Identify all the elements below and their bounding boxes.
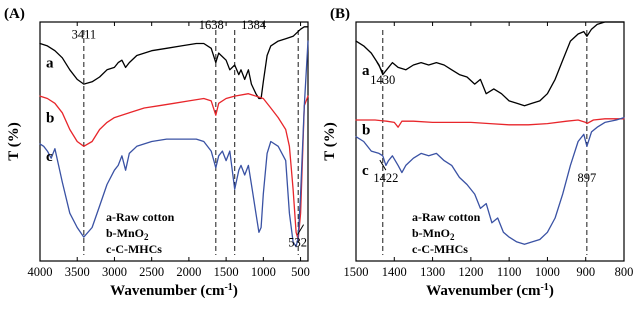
- series-c-line: [355, 116, 625, 245]
- annotation-arrow: [376, 61, 384, 73]
- x-tick-label: 1400: [382, 265, 407, 279]
- series-a-label: a: [46, 56, 54, 72]
- legend-entry: c-C-MHCs: [106, 242, 162, 256]
- x-tick-label: 1000: [535, 265, 560, 279]
- plot-frame: [355, 21, 625, 262]
- peak-annotation: 532: [288, 236, 307, 250]
- x-tick-label: 2000: [176, 265, 201, 279]
- x-tick-label: 1200: [458, 265, 483, 279]
- series-b-line: [355, 118, 625, 128]
- x-tick-label: 1100: [497, 265, 522, 279]
- series-b-line: [39, 93, 309, 241]
- annotation-arrow: [379, 159, 387, 171]
- peak-annotation: 3411: [72, 28, 97, 42]
- y-axis-label: T (%): [6, 122, 22, 160]
- x-tick-label: 1000: [251, 265, 276, 279]
- x-tick-label: 500: [291, 265, 310, 279]
- peak-annotation: 1638: [199, 18, 224, 32]
- x-tick-label: 4000: [28, 265, 53, 279]
- series-b-label: b: [362, 123, 370, 139]
- series-a-line: [355, 21, 625, 107]
- y-axis-label: T (%): [322, 122, 338, 160]
- legend-entry: b-MnO2: [412, 226, 455, 242]
- x-tick-label: 1500: [344, 265, 369, 279]
- x-tick-label: 800: [615, 265, 634, 279]
- peak-annotation: 1384: [241, 18, 267, 32]
- x-tick-label: 1300: [420, 265, 445, 279]
- x-tick-label: 1500: [214, 265, 239, 279]
- x-tick-label: 3000: [102, 265, 127, 279]
- legend-entry: c-C-MHCs: [412, 242, 468, 256]
- panel-b: (B) 1500 1400 1300 1200 1100 1000 900 800 Wavenum…: [322, 6, 633, 299]
- series-a-line: [39, 26, 309, 100]
- series-c-line: [39, 40, 309, 248]
- series-b-label: b: [46, 111, 54, 127]
- x-tick-label: 3500: [65, 265, 90, 279]
- x-axis-label: Wavenumber (cm-1): [426, 282, 554, 299]
- peak-annotation: 1422: [373, 171, 398, 185]
- legend-entry: b-MnO2: [106, 226, 149, 242]
- legend-entry: a-Raw cotton: [412, 210, 481, 224]
- panel-a: (A) 4000 3500 3000 2500 2000 1500 1000 500 Wavenu…: [4, 6, 310, 299]
- plot-frame: [39, 21, 309, 262]
- x-tick-label: 2500: [139, 265, 164, 279]
- x-axis-label: Wavenumber (cm-1): [110, 282, 238, 299]
- x-tick-label: 900: [576, 265, 595, 279]
- annotation-arrow: [297, 224, 305, 235]
- peak-annotation: 1430: [370, 73, 395, 87]
- series-c-label: c: [362, 163, 369, 179]
- peak-annotation: 897: [577, 171, 596, 185]
- series-a-label: a: [362, 63, 370, 79]
- legend-entry: a-Raw cotton: [106, 210, 175, 224]
- series-c-label: c: [46, 149, 53, 165]
- panel-label: (B): [330, 6, 350, 22]
- panel-label: (A): [4, 6, 25, 22]
